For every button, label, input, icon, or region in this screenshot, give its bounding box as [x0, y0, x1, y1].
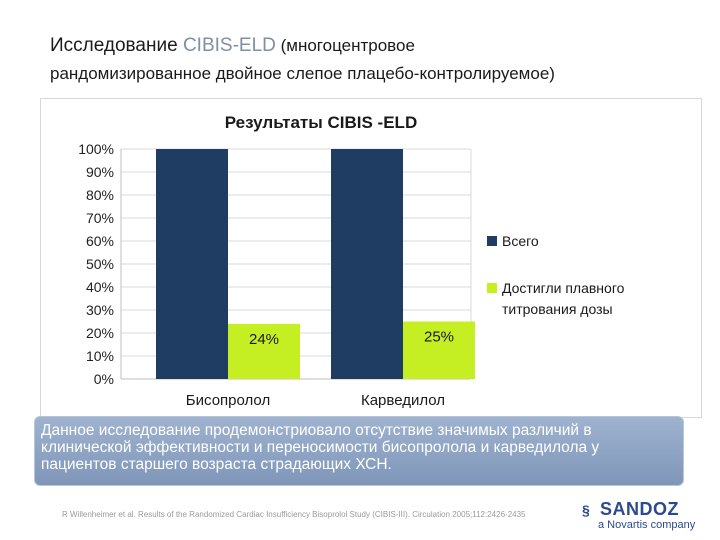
bar-chart: Результаты CIBIS -ELD 0% 10% 20% 30% 40% 50% 60…	[78, 113, 625, 409]
logo-name: SANDOZ	[600, 499, 679, 519]
y-tick-label: 100%	[78, 141, 114, 157]
chart-container: Результаты CIBIS -ELD 0% 10% 20% 30% 40% 50% 60…	[40, 98, 702, 418]
y-tick-label: 50%	[86, 256, 114, 272]
title-text: Исследование	[50, 35, 183, 56]
title-accent: CIBIS-ELD	[182, 35, 276, 56]
slide-title: Исследование CIBIS-ELD (многоцентровое р…	[50, 32, 690, 88]
bar-total-2	[331, 149, 403, 379]
logo-subtitle: a Novartis company	[598, 519, 696, 531]
y-tick-label: 40%	[86, 279, 114, 295]
citation: R Willenheimer et al. Results of the Ran…	[62, 510, 526, 519]
conclusion-text: Данное исследование продемонстриовало от…	[41, 422, 600, 473]
legend-label-titrated-1: Достигли плавного	[502, 280, 625, 296]
y-tick-label: 20%	[86, 325, 114, 341]
legend-swatch-titrated	[487, 283, 497, 293]
y-tick-label: 0%	[94, 371, 114, 387]
data-label: 24%	[249, 331, 279, 348]
legend-label-titrated-2: титрования дозы	[502, 301, 613, 317]
legend-swatch-total	[487, 236, 497, 246]
bar-titrated-2	[403, 321, 475, 379]
y-tick-label: 80%	[86, 187, 114, 203]
sandoz-logo: § SANDOZ a Novartis company	[582, 499, 702, 535]
chart-title: Результаты CIBIS -ELD	[225, 113, 417, 132]
legend-label-total: Всего	[502, 233, 539, 249]
conclusion-box: Данное исследование продемонстриовало от…	[34, 416, 684, 486]
bar-total-1	[156, 149, 228, 379]
y-tick-label: 30%	[86, 302, 114, 318]
x-tick-label: Карведилол	[361, 392, 445, 409]
bar-titrated-1	[228, 323, 300, 379]
title-line-1: Исследование CIBIS-ELD (многоцентровое	[50, 32, 690, 60]
data-label: 25%	[424, 329, 454, 346]
y-tick-label: 90%	[86, 164, 114, 180]
y-tick-label: 70%	[86, 210, 114, 226]
x-tick-label: Бисопролол	[186, 392, 270, 409]
title-line-2: рандомизированное двойное слепое плацебо…	[50, 64, 555, 83]
sandoz-logo-icon: §	[582, 502, 590, 518]
y-tick-label: 60%	[86, 233, 114, 249]
title-paren: (многоцентровое	[275, 36, 415, 55]
y-tick-label: 10%	[86, 348, 114, 364]
